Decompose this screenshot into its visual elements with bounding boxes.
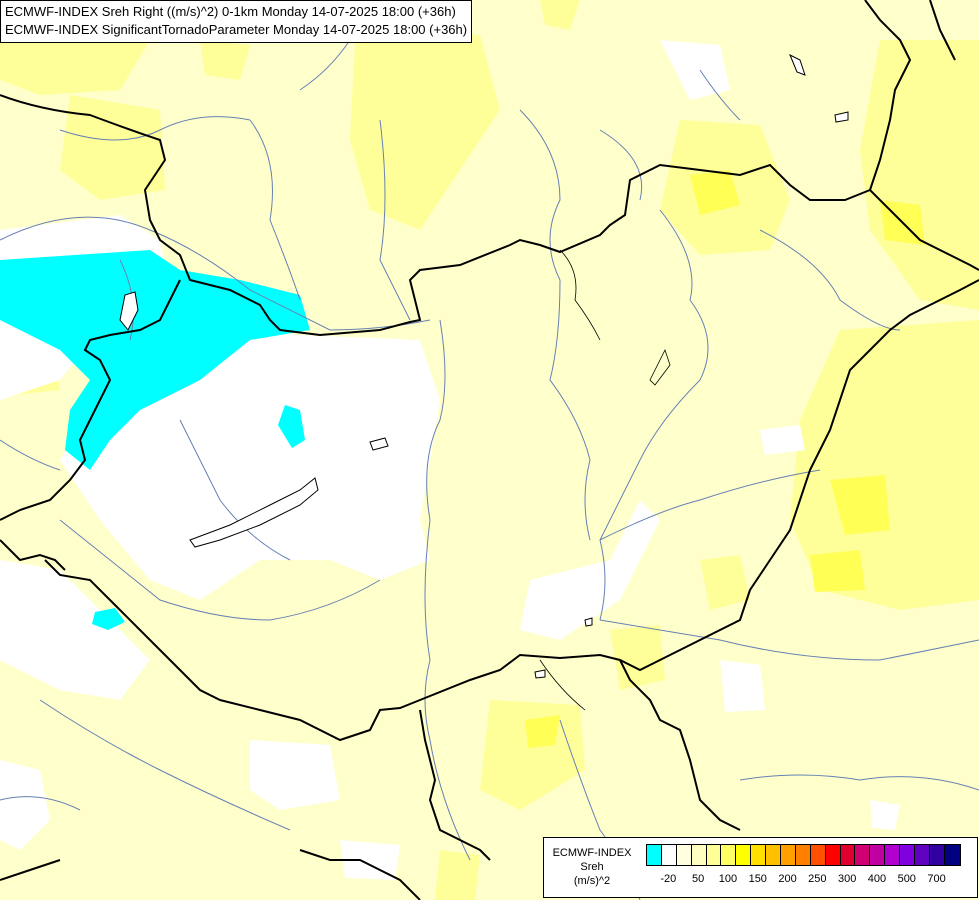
legend-swatch bbox=[840, 845, 856, 865]
legend-swatch bbox=[795, 845, 811, 865]
legend-tick-label: 100 bbox=[718, 873, 738, 885]
legend-swatch bbox=[900, 845, 916, 865]
map-title-line1: ECMWF-INDEX Sreh Right ((m/s)^2) 0-1km M… bbox=[5, 4, 456, 19]
legend-swatch bbox=[825, 845, 841, 865]
legend-swatch bbox=[721, 845, 737, 865]
legend-parameter: Sreh bbox=[580, 861, 604, 873]
legend-color-bar bbox=[646, 844, 961, 866]
legend-swatch bbox=[661, 845, 677, 865]
lakes bbox=[119, 53, 849, 679]
legend-swatch bbox=[810, 845, 826, 865]
legend-swatch bbox=[736, 845, 752, 865]
legend-swatch bbox=[885, 845, 901, 865]
region-boundaries bbox=[539, 249, 671, 711]
legend-swatch bbox=[647, 845, 662, 865]
legend-swatch bbox=[855, 845, 871, 865]
legend-swatch bbox=[676, 845, 692, 865]
legend-swatch bbox=[870, 845, 886, 865]
legend-caption: ECMWF-INDEX Sreh (m/s)^2 bbox=[544, 846, 640, 888]
legend-tick-labels: -20 50 100 150 200 250 300 400 500 700 bbox=[646, 873, 976, 889]
legend-swatch bbox=[706, 845, 722, 865]
legend-tick-label: 700 bbox=[927, 873, 946, 885]
legend-tick-label: 250 bbox=[808, 873, 827, 885]
legend-tick-label: 200 bbox=[778, 873, 797, 885]
legend-unit: (m/s)^2 bbox=[573, 875, 611, 887]
legend-tick-label: -20 bbox=[660, 873, 677, 885]
rivers bbox=[0, 39, 979, 900]
legend-tick-label: 400 bbox=[867, 873, 887, 885]
legend-swatch bbox=[751, 845, 767, 865]
legend-tick-label: 50 bbox=[692, 873, 705, 885]
legend-swatch bbox=[944, 845, 960, 865]
legend-swatch bbox=[766, 845, 782, 865]
legend-tick-label: 150 bbox=[748, 873, 767, 885]
legend-swatch bbox=[781, 845, 796, 865]
legend-swatch bbox=[929, 845, 945, 865]
legend-tick-label: 500 bbox=[897, 873, 916, 885]
color-legend: ECMWF-INDEX Sreh (m/s)^2 -20 50 100 150 200 2… bbox=[543, 837, 978, 898]
map-title-line2: ECMWF-INDEX SignificantTornadoParameter … bbox=[5, 22, 468, 37]
map-title-box: ECMWF-INDEX Sreh Right ((m/s)^2) 0-1km M… bbox=[0, 0, 473, 43]
legend-source: ECMWF-INDEX bbox=[552, 847, 632, 859]
legend-swatch bbox=[915, 845, 930, 865]
legend-swatch bbox=[691, 845, 707, 865]
field-cyan bbox=[0, 250, 660, 865]
legend-tick-label: 300 bbox=[837, 873, 857, 885]
